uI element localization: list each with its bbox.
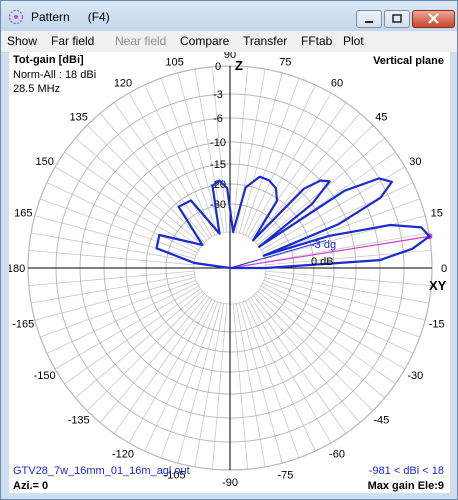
grid-spoke (99, 295, 208, 423)
angle-tick-label: -45 (373, 414, 389, 426)
menu-show[interactable]: Show (7, 34, 38, 48)
angle-tick-label: -120 (112, 448, 134, 460)
angle-tick-label: -150 (34, 370, 56, 382)
grid-spoke (263, 279, 420, 338)
grid-spoke (40, 198, 197, 257)
grid-spoke (241, 301, 300, 458)
grid-spoke (64, 151, 201, 248)
angle-tick-label: -15 (429, 318, 445, 330)
grid-spoke (40, 279, 197, 338)
angle-tick-label: 15 (431, 208, 443, 220)
z-axis-label: Z (235, 58, 243, 73)
grid-spoke (128, 298, 213, 444)
grid-spoke (99, 113, 208, 241)
menu-fftab[interactable]: FFtab (301, 34, 333, 48)
menu-compare[interactable]: Compare (180, 34, 230, 48)
pattern-trace (155, 175, 431, 270)
grid-spoke (257, 290, 385, 399)
minimize-icon (365, 21, 373, 23)
maximize-icon (392, 14, 402, 23)
angle-tick-label: 30 (409, 156, 421, 168)
app-icon (8, 9, 24, 25)
range-label: -981 < dBi < 18 (368, 465, 444, 477)
angle-tick-label: -90 (222, 477, 238, 489)
radial-tick-label: -30 (210, 199, 226, 211)
angle-tick-label: -30 (407, 370, 423, 382)
angle-tick-label: -165 (12, 318, 34, 330)
grid-spoke (86, 124, 205, 243)
max-gain-line (229, 235, 430, 269)
menu-far-field[interactable]: Far field (51, 34, 95, 48)
grid-spoke (75, 137, 203, 246)
grid-spoke (144, 84, 216, 236)
grid-spoke (64, 288, 201, 385)
grid-spoke (54, 285, 200, 370)
grid-spoke (247, 298, 332, 444)
max-gain-label: Max gain Ele:9 (367, 480, 444, 492)
angle-tick-label: 105 (165, 56, 183, 68)
grid-spoke (113, 297, 210, 434)
angle-tick-label: 120 (114, 78, 132, 90)
angle-tick-label: 60 (331, 78, 343, 90)
grid-spoke (128, 92, 213, 238)
marker-0db-label: 0 dB (311, 256, 334, 268)
close-button[interactable] (412, 10, 455, 28)
grid-spoke (247, 92, 332, 238)
frequency-label: 28.5 MHz (13, 83, 61, 95)
grid-spoke (75, 290, 203, 399)
angle-tick-label: -75 (277, 470, 293, 482)
grid-spoke (252, 295, 361, 423)
grid-spoke (113, 102, 210, 239)
radial-tick-label: -6 (213, 113, 223, 125)
angle-tick-label: 150 (35, 156, 53, 168)
grid-spoke (46, 282, 198, 354)
angle-tick-label: 75 (279, 56, 291, 68)
grid-spoke (160, 301, 219, 458)
plot-canvas[interactable]: 0 15 30 45 60 75 90 105 120 135 150 165 180 -165 -150-… (7, 49, 450, 493)
angle-tick-label: 90 (224, 52, 236, 61)
azimuth-label: Azi.= 0 (13, 480, 49, 492)
angle-tick-label: 45 (375, 112, 387, 124)
polar-chart: 0153045607590105120135150165180-165-150-… (7, 49, 447, 489)
grid-spoke (262, 282, 414, 354)
radial-tick-label: -3 (213, 89, 223, 101)
grid-spoke (250, 297, 347, 434)
radial-tick-label: -15 (210, 159, 226, 171)
angle-tick-label: 0 (441, 263, 447, 275)
angle-tick-label: -135 (68, 414, 90, 426)
maximize-button[interactable] (384, 10, 410, 28)
menu-transfer[interactable]: Transfer (243, 34, 288, 48)
grid-spoke (144, 300, 216, 452)
angle-tick-label: 165 (14, 208, 32, 220)
norm-label: Norm-All : 18 dBi (13, 69, 97, 81)
grid-spoke (86, 293, 205, 412)
angle-tick-label: 180 (9, 263, 25, 275)
marker-3db-label: -3 dg (311, 239, 337, 251)
grid-spoke (255, 293, 374, 412)
file-label: GTV28_7w_16mm_01_16m_agl.out (13, 465, 190, 477)
window-title: Pattern (F4) (31, 10, 110, 24)
grid-spoke (244, 300, 316, 452)
grid-spoke (259, 288, 396, 385)
menu-plot[interactable]: Plot (343, 34, 364, 48)
grid-spoke (54, 166, 200, 251)
minimize-button[interactable] (356, 10, 382, 28)
radial-tick-label: -10 (210, 137, 226, 149)
grid-spoke (250, 102, 347, 239)
quantity-label: Tot-gain [dBi] (13, 54, 84, 66)
radial-tick-label: 0 (215, 61, 221, 73)
grid-spoke (46, 182, 198, 254)
grid-spoke (260, 285, 406, 370)
angle-tick-label: -105 (164, 470, 186, 482)
plane-label: Vertical plane (373, 55, 444, 67)
marker-3db-line (229, 239, 327, 269)
angle-tick-label: -60 (329, 448, 345, 460)
xy-axis-label: XY (429, 278, 447, 293)
angle-tick-label: 135 (69, 112, 87, 124)
title-bar[interactable]: Pattern (F4) (1, 1, 457, 31)
menu-bar: Show Far field Near field Compare Transf… (1, 31, 457, 53)
menu-near-field[interactable]: Near field (115, 34, 167, 48)
close-icon (428, 13, 439, 24)
